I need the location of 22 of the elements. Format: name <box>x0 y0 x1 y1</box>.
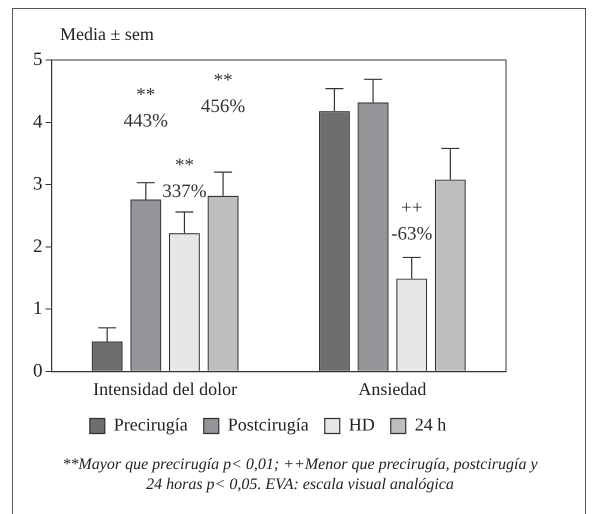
annotation: ** <box>174 154 194 176</box>
legend-label: 24 h <box>414 414 446 435</box>
annotation: 456% <box>200 96 246 118</box>
y-tick-label: 2 <box>33 236 42 257</box>
annotation: 337% <box>162 180 207 202</box>
annotation: 443% <box>124 110 168 132</box>
y-tick-label: 3 <box>33 174 42 195</box>
y-tick-label: 1 <box>33 298 42 320</box>
legend-label: HD <box>348 414 375 435</box>
annotation: ++ <box>400 197 422 218</box>
legend-label: Precirugía <box>114 414 188 435</box>
annotation: ** <box>214 70 233 92</box>
y-tick-label: 0 <box>33 360 42 382</box>
y-tick-label: 4 <box>33 111 43 132</box>
annotation: -63% <box>391 223 432 244</box>
annotation: ** <box>136 84 156 106</box>
text: **Mayor que precirugía p< 0,01; ++Menor que precirugía, postcirugía y 24 horas p< 0,05. EVA: escala visual analógica <box>61 455 539 495</box>
x-tick-label: Ansiedad <box>358 378 426 399</box>
legend-label: Postcirugía <box>228 414 309 435</box>
y-axis-title: Media ± sem <box>60 24 154 45</box>
y-tick-label: 5 <box>33 48 42 70</box>
x-tick-label: Intensidad del dolor <box>93 378 238 399</box>
